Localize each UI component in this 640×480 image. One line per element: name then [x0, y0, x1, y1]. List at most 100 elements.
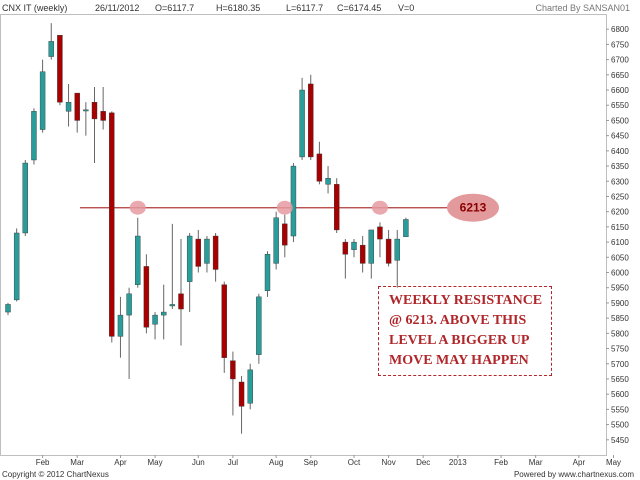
candle-down [316, 153, 323, 182]
candle-up [152, 314, 158, 325]
candle-up [264, 254, 271, 291]
resistance-badge-label: 6213 [460, 201, 487, 215]
x-tick-label: Feb [494, 458, 508, 467]
y-tick-label: 6450 [611, 132, 629, 141]
candle-up [39, 71, 46, 130]
copyright-text: Copyright © 2012 ChartNexus [2, 470, 109, 479]
candle-up [13, 232, 20, 301]
x-tick-label: Aug [269, 458, 283, 467]
y-tick-label: 6750 [611, 40, 629, 49]
symbol-title: CNX IT (weekly) [2, 3, 68, 13]
powered-by-text: Powered by www.chartnexus.com [513, 470, 634, 479]
candle-down [282, 223, 288, 246]
y-tick-label: 5650 [611, 375, 629, 384]
y-tick-label: 6050 [611, 253, 629, 262]
x-tick-label: Oct [348, 458, 361, 467]
candle-down [385, 238, 392, 264]
candle-down [91, 101, 98, 120]
candle-up [117, 314, 124, 337]
candle-down [230, 360, 236, 380]
low-readout: L=6117.7 [286, 3, 324, 13]
candle-up [160, 311, 167, 316]
candle-up [135, 235, 141, 285]
y-tick-label: 5450 [611, 436, 629, 445]
candle-up [290, 165, 297, 237]
y-tick-label: 5500 [611, 421, 629, 430]
candle-up [5, 304, 11, 313]
annotation-line-4: MOVE MAY HAPPEN [389, 353, 529, 368]
y-tick-label: 6350 [611, 162, 629, 171]
candle-down [74, 92, 80, 121]
candle-down [308, 83, 314, 158]
candle-up [247, 369, 253, 404]
resistance-touch-marker [129, 200, 146, 215]
x-tick-label: 2013 [449, 458, 467, 467]
x-tick-label: May [606, 458, 621, 467]
y-tick-label: 6000 [611, 269, 629, 278]
plot-frame [0, 14, 607, 456]
high-readout: H=6180.35 [216, 3, 261, 13]
y-tick-label: 5700 [611, 360, 629, 369]
x-tick-label: Sep [304, 458, 319, 467]
candle-up [325, 178, 331, 185]
close-readout: C=6174.45 [337, 3, 382, 13]
y-tick-label: 6700 [611, 56, 629, 65]
x-tick-label: Apr [573, 458, 586, 467]
annotation-line-1: WEEKLY RESISTANCE [389, 293, 543, 308]
x-tick-label: Nov [381, 458, 395, 467]
y-tick-label: 6600 [611, 86, 629, 95]
x-tick-label: Mar [70, 458, 84, 467]
candle-down [143, 266, 150, 328]
candle-up [48, 41, 54, 57]
candle-up [169, 304, 176, 307]
y-tick-label: 6800 [611, 25, 629, 34]
candle-down [57, 35, 63, 103]
open-readout: O=6117.7 [155, 3, 195, 13]
y-tick-label: 6650 [611, 71, 629, 80]
candle-up [83, 109, 89, 112]
y-tick-label: 6150 [611, 223, 629, 232]
y-tick-label: 6300 [611, 177, 629, 186]
candle-down [342, 241, 349, 255]
candle-up [368, 229, 374, 264]
bar-date: 26/11/2012 [95, 3, 140, 13]
candle-up [394, 238, 400, 261]
candle-down [212, 235, 219, 270]
annotation-line-3: LEVEL A BIGGER UP [389, 333, 530, 348]
y-tick-label: 5900 [611, 299, 629, 308]
x-tick-label: Dec [416, 458, 430, 467]
resistance-badge [447, 193, 499, 222]
candle-up [351, 241, 357, 250]
volume-readout: V=0 [398, 3, 415, 13]
y-tick-label: 6250 [611, 192, 629, 201]
candle-up [273, 217, 279, 264]
candle-up [22, 162, 28, 234]
charted-by: Charted By SANSAN01 [535, 3, 630, 13]
candle-down [178, 293, 184, 310]
resistance-touch-marker [276, 200, 293, 215]
candle-down [195, 238, 202, 267]
y-tick-label: 6200 [611, 208, 629, 217]
candle-down [109, 112, 115, 337]
y-tick-label: 6100 [611, 238, 629, 247]
x-tick-label: Jun [192, 458, 205, 467]
x-tick-label: May [147, 458, 162, 467]
y-tick-label: 5550 [611, 405, 629, 414]
candle-down [100, 111, 106, 121]
candle-up [256, 296, 262, 355]
x-tick-label: Feb [36, 458, 50, 467]
candle-up [204, 238, 210, 264]
candle-up [299, 89, 305, 158]
x-tick-label: Jul [228, 458, 238, 467]
y-tick-label: 6550 [611, 101, 629, 110]
candle-down [377, 226, 383, 240]
y-tick-label: 5850 [611, 314, 629, 323]
candle-up [65, 101, 72, 112]
candle-down [359, 244, 366, 264]
y-tick-label: 6500 [611, 116, 629, 125]
x-tick-label: Apr [114, 458, 127, 467]
candle-down [238, 381, 245, 407]
annotation-line-2: @ 6213. ABOVE THIS [389, 313, 527, 328]
y-tick-label: 5750 [611, 345, 629, 354]
